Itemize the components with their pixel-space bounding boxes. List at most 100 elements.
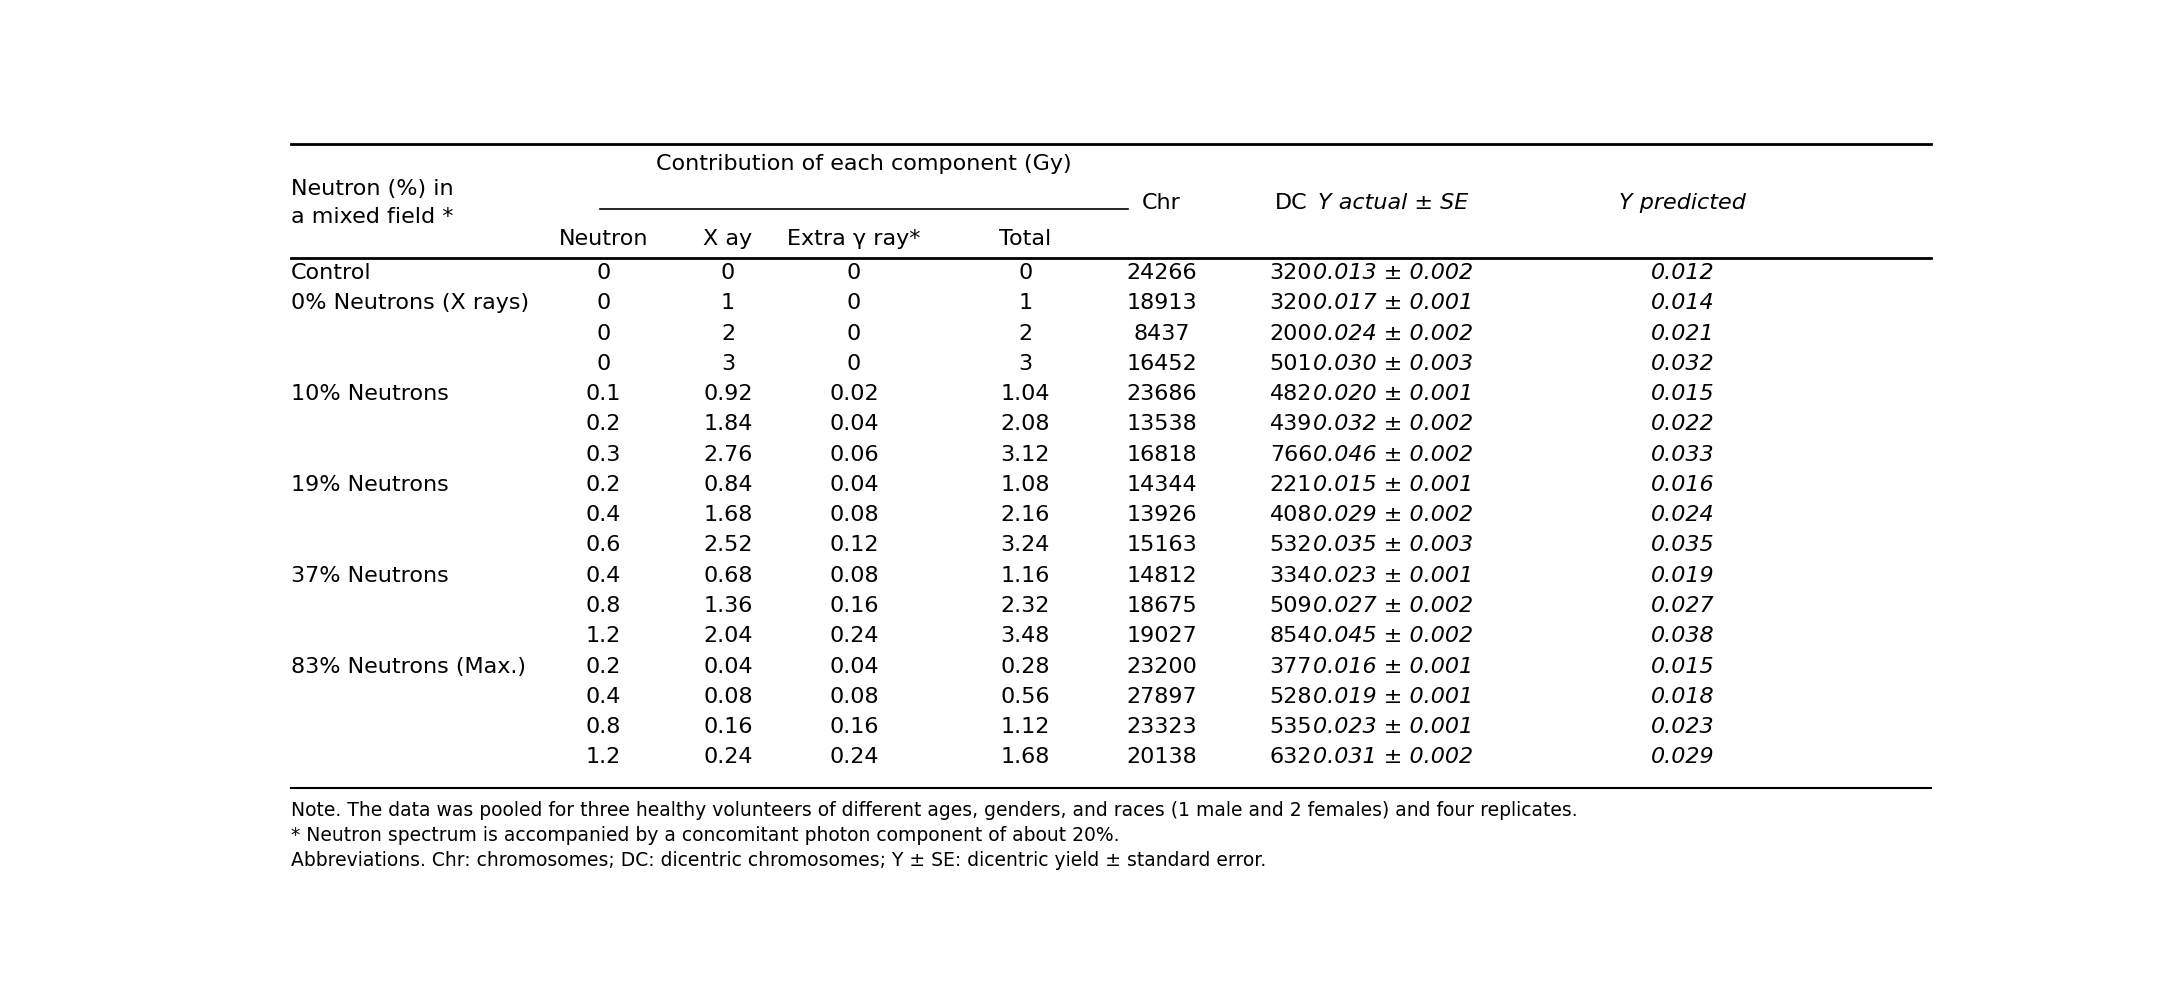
Text: Control: Control — [291, 263, 371, 283]
Text: 0.031 ± 0.002: 0.031 ± 0.002 — [1314, 747, 1474, 768]
Text: 0.027 ± 0.002: 0.027 ± 0.002 — [1314, 596, 1474, 616]
Text: 0.06: 0.06 — [828, 444, 878, 465]
Text: Y predicted: Y predicted — [1619, 193, 1745, 213]
Text: 13538: 13538 — [1125, 415, 1197, 434]
Text: 377: 377 — [1270, 657, 1312, 676]
Text: 0.016: 0.016 — [1650, 475, 1715, 494]
Text: 2: 2 — [1019, 323, 1032, 343]
Text: 0.016 ± 0.001: 0.016 ± 0.001 — [1314, 657, 1474, 676]
Text: 1.84: 1.84 — [702, 415, 752, 434]
Text: 0.2: 0.2 — [585, 475, 622, 494]
Text: 0.029: 0.029 — [1650, 747, 1715, 768]
Text: 0.08: 0.08 — [828, 566, 878, 586]
Text: 0.021: 0.021 — [1650, 323, 1715, 343]
Text: 19027: 19027 — [1125, 626, 1197, 646]
Text: 0.032 ± 0.002: 0.032 ± 0.002 — [1314, 415, 1474, 434]
Text: 0.28: 0.28 — [1002, 657, 1049, 676]
Text: 0.56: 0.56 — [1002, 687, 1049, 707]
Text: 2.16: 2.16 — [1002, 505, 1049, 525]
Text: 1: 1 — [1019, 293, 1032, 314]
Text: 0.018: 0.018 — [1650, 687, 1715, 707]
Text: 0.3: 0.3 — [585, 444, 622, 465]
Text: DC: DC — [1275, 193, 1307, 213]
Text: 0.8: 0.8 — [585, 718, 622, 737]
Text: 532: 532 — [1270, 536, 1312, 555]
Text: Abbreviations. Chr: chromosomes; DC: dicentric chromosomes; Y ± SE: dicentric yi: Abbreviations. Chr: chromosomes; DC: dic… — [291, 850, 1266, 870]
Text: 2.52: 2.52 — [702, 536, 752, 555]
Text: 509: 509 — [1270, 596, 1312, 616]
Text: 0.4: 0.4 — [585, 687, 622, 707]
Text: 1.2: 1.2 — [585, 747, 622, 768]
Text: 0.013 ± 0.002: 0.013 ± 0.002 — [1314, 263, 1474, 283]
Text: 0.027: 0.027 — [1650, 596, 1715, 616]
Text: 23686: 23686 — [1125, 384, 1197, 404]
Text: 1.2: 1.2 — [585, 626, 622, 646]
Text: 23200: 23200 — [1125, 657, 1197, 676]
Text: 2.04: 2.04 — [702, 626, 752, 646]
Text: 19% Neutrons: 19% Neutrons — [291, 475, 449, 494]
Text: 334: 334 — [1270, 566, 1312, 586]
Text: 320: 320 — [1270, 263, 1312, 283]
Text: 0.032: 0.032 — [1650, 354, 1715, 374]
Text: 0.68: 0.68 — [702, 566, 752, 586]
Text: 8437: 8437 — [1134, 323, 1190, 343]
Text: 0.035 ± 0.003: 0.035 ± 0.003 — [1314, 536, 1474, 555]
Text: 20138: 20138 — [1125, 747, 1197, 768]
Text: 37% Neutrons: 37% Neutrons — [291, 566, 449, 586]
Text: 0.023 ± 0.001: 0.023 ± 0.001 — [1314, 566, 1474, 586]
Text: 501: 501 — [1270, 354, 1312, 374]
Text: 3.48: 3.48 — [1002, 626, 1049, 646]
Text: 16452: 16452 — [1125, 354, 1197, 374]
Text: 2.32: 2.32 — [1002, 596, 1049, 616]
Text: 15163: 15163 — [1125, 536, 1197, 555]
Text: 27897: 27897 — [1125, 687, 1197, 707]
Text: 0.014: 0.014 — [1650, 293, 1715, 314]
Text: 0.24: 0.24 — [702, 747, 752, 768]
Text: 0.84: 0.84 — [702, 475, 752, 494]
Text: 83% Neutrons (Max.): 83% Neutrons (Max.) — [291, 657, 527, 676]
Text: 0.6: 0.6 — [585, 536, 622, 555]
Text: 0.033: 0.033 — [1650, 444, 1715, 465]
Text: 320: 320 — [1270, 293, 1312, 314]
Text: 535: 535 — [1270, 718, 1312, 737]
Text: 0: 0 — [722, 263, 735, 283]
Text: 1: 1 — [722, 293, 735, 314]
Text: 766: 766 — [1270, 444, 1312, 465]
Text: 23323: 23323 — [1125, 718, 1197, 737]
Text: 0.023 ± 0.001: 0.023 ± 0.001 — [1314, 718, 1474, 737]
Text: 0.04: 0.04 — [828, 415, 878, 434]
Text: 0.030 ± 0.003: 0.030 ± 0.003 — [1314, 354, 1474, 374]
Text: 0.024: 0.024 — [1650, 505, 1715, 525]
Text: 0.045 ± 0.002: 0.045 ± 0.002 — [1314, 626, 1474, 646]
Text: 0.04: 0.04 — [828, 657, 878, 676]
Text: 1.04: 1.04 — [1002, 384, 1049, 404]
Text: 854: 854 — [1270, 626, 1312, 646]
Text: 632: 632 — [1270, 747, 1312, 768]
Text: 0.4: 0.4 — [585, 505, 622, 525]
Text: Contribution of each component (Gy): Contribution of each component (Gy) — [657, 153, 1071, 174]
Text: 200: 200 — [1270, 323, 1312, 343]
Text: 0.04: 0.04 — [828, 475, 878, 494]
Text: 0: 0 — [596, 323, 611, 343]
Text: 528: 528 — [1270, 687, 1312, 707]
Text: 0.08: 0.08 — [828, 687, 878, 707]
Text: Neutron (%) in
a mixed field *: Neutron (%) in a mixed field * — [291, 179, 453, 227]
Text: 3.12: 3.12 — [1002, 444, 1049, 465]
Text: 0.24: 0.24 — [830, 747, 878, 768]
Text: 0.16: 0.16 — [830, 718, 878, 737]
Text: Chr: Chr — [1143, 193, 1182, 213]
Text: 0.046 ± 0.002: 0.046 ± 0.002 — [1314, 444, 1474, 465]
Text: * Neutron spectrum is accompanied by a concomitant photon component of about 20%: * Neutron spectrum is accompanied by a c… — [291, 826, 1119, 844]
Text: 0.16: 0.16 — [830, 596, 878, 616]
Text: 0.023: 0.023 — [1650, 718, 1715, 737]
Text: 408: 408 — [1270, 505, 1312, 525]
Text: 0: 0 — [848, 323, 861, 343]
Text: 2: 2 — [722, 323, 735, 343]
Text: 24266: 24266 — [1125, 263, 1197, 283]
Text: 0: 0 — [848, 293, 861, 314]
Text: 18913: 18913 — [1125, 293, 1197, 314]
Text: 0.92: 0.92 — [702, 384, 752, 404]
Text: 14344: 14344 — [1125, 475, 1197, 494]
Text: 1.36: 1.36 — [702, 596, 752, 616]
Text: Y actual ± SE: Y actual ± SE — [1318, 193, 1468, 213]
